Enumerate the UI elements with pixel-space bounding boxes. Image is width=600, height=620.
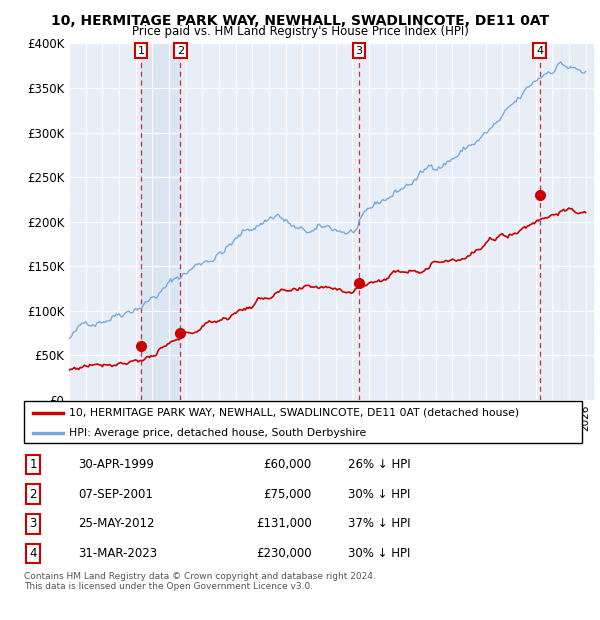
- Text: 31-MAR-2023: 31-MAR-2023: [78, 547, 157, 560]
- Bar: [141, 43, 181, 400]
- Text: £131,000: £131,000: [256, 518, 312, 530]
- Text: £230,000: £230,000: [256, 547, 312, 560]
- Text: £75,000: £75,000: [264, 488, 312, 500]
- Text: 10, HERMITAGE PARK WAY, NEWHALL, SWADLINCOTE, DE11 0AT: 10, HERMITAGE PARK WAY, NEWHALL, SWADLIN…: [51, 14, 549, 28]
- Bar: [560, 43, 594, 400]
- Text: 4: 4: [536, 45, 544, 56]
- Text: 26% ↓ HPI: 26% ↓ HPI: [348, 458, 410, 471]
- Text: 10, HERMITAGE PARK WAY, NEWHALL, SWADLINCOTE, DE11 0AT (detached house): 10, HERMITAGE PARK WAY, NEWHALL, SWADLIN…: [69, 408, 519, 418]
- Text: 2: 2: [177, 45, 184, 56]
- Text: 1: 1: [137, 45, 145, 56]
- Text: HPI: Average price, detached house, South Derbyshire: HPI: Average price, detached house, Sout…: [69, 428, 366, 438]
- Text: 30% ↓ HPI: 30% ↓ HPI: [348, 488, 410, 500]
- Text: 07-SEP-2001: 07-SEP-2001: [78, 488, 153, 500]
- Text: 1: 1: [29, 458, 37, 471]
- Text: Contains HM Land Registry data © Crown copyright and database right 2024.
This d: Contains HM Land Registry data © Crown c…: [24, 572, 376, 591]
- Bar: [560, 43, 594, 400]
- Text: Price paid vs. HM Land Registry's House Price Index (HPI): Price paid vs. HM Land Registry's House …: [131, 25, 469, 38]
- Text: 30% ↓ HPI: 30% ↓ HPI: [348, 547, 410, 560]
- Text: 4: 4: [29, 547, 37, 560]
- Text: 3: 3: [355, 45, 362, 56]
- Text: 30-APR-1999: 30-APR-1999: [78, 458, 154, 471]
- Text: 2: 2: [29, 488, 37, 500]
- Text: 3: 3: [29, 518, 37, 530]
- Text: 37% ↓ HPI: 37% ↓ HPI: [348, 518, 410, 530]
- Text: £60,000: £60,000: [264, 458, 312, 471]
- Text: 25-MAY-2012: 25-MAY-2012: [78, 518, 155, 530]
